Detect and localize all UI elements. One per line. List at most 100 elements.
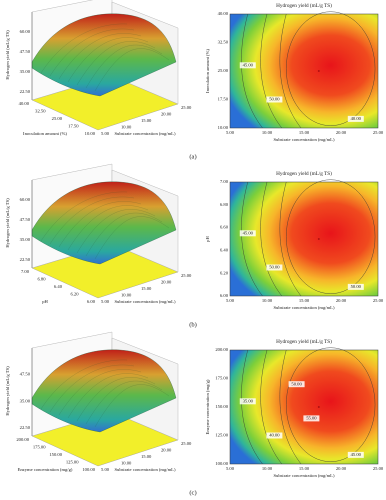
y-tick-label: 25.00 [181,273,192,278]
z-tick-label: 60.00 [20,29,31,34]
y-tick-label: 7.00 [220,179,229,184]
x-tick-label: 6.80 [37,277,46,282]
x-tick-label: 15.00 [299,466,310,471]
y-tick-label: 20.00 [161,448,172,453]
x-tick-label: 25.00 [373,130,384,135]
x-axis-label: Inoculation amount (%) [23,131,67,136]
z-tick-label: 22.50 [20,257,31,262]
x-tick-label: 20.00 [336,298,347,303]
x-tick-label: 40.00 [19,101,30,106]
design-point [317,238,320,240]
y-tick-label: 6.60 [220,225,229,230]
level-label-bg [239,230,256,237]
x-tick-label: 5.00 [226,298,235,303]
x-tick-label: 6.20 [70,292,79,297]
y-tick-label: 10.00 [121,293,132,298]
surface [31,181,177,265]
y-tick-label: 25.00 [181,441,192,446]
x-tick-label: 200.00 [16,437,29,442]
y-tick-label: 17.50 [218,97,229,102]
x-axis-label: pH [42,299,48,304]
y-tick-label: 6.80 [220,202,229,207]
level-label: 50.00 [351,284,362,289]
y-axis-label: pH [205,236,210,242]
level-label-bg [347,115,364,122]
x-tick-label: 15.00 [299,298,310,303]
y-tick-label: 175.00 [215,376,228,381]
level-label-bg [266,432,283,439]
level-label-bg [303,415,320,422]
contour-title: Hydrogen yield (mL/g TS) [276,170,332,177]
contour-line [241,349,263,465]
level-label: 55.00 [306,415,317,420]
y-tick-label: 200.00 [215,347,228,352]
level-label: 50.00 [269,265,280,270]
contour-line [279,349,302,465]
x-tick-label: 10.00 [262,130,273,135]
x-tick-label: 5.00 [226,130,235,135]
z-tick-label: 47.50 [20,217,31,222]
x-tick-label: 6.00 [87,299,96,304]
x-tick-label: 25.00 [373,466,384,471]
z-axis-label: Hydrogen yield (mL/g TS) [5,198,10,248]
x-axis-label: Substrate concentration (mg/mL) [274,305,335,310]
panel-caption: (a) [189,153,196,160]
level-label: 45.00 [243,62,254,67]
contour-line [260,13,282,129]
z-tick-label: 35.00 [20,237,31,242]
y-tick-label: 6.20 [220,270,229,275]
y-axis-label: Substrate concentration (mg/mL) [115,299,176,304]
design-point [317,70,320,72]
contour-line [286,179,376,294]
contour-title: Hydrogen yield (mL/g TS) [276,2,332,9]
x-tick-label: 10.00 [262,298,273,303]
y-tick-label: 5.00 [101,299,110,304]
y-tick-label: 5.00 [101,467,110,472]
y-tick-label: 20.00 [161,280,172,285]
level-label: 40.00 [269,433,280,438]
level-label-bg [239,62,256,69]
level-label-bg [347,283,364,290]
x-axis-label: Enzyme concentration (mg/g) [18,467,73,472]
contour-title: Hydrogen yield (mL/g TS) [276,338,332,345]
x-tick-label: 150.00 [49,452,62,457]
surface [31,349,177,433]
x-tick-label: 25.00 [373,298,384,303]
contour-line [260,349,282,465]
x-tick-label: 175.00 [33,445,46,450]
y-tick-label: 40.00 [218,11,229,16]
z-tick-label: 22.50 [20,425,31,430]
z-tick-label: 60.00 [20,197,31,202]
y-tick-label: 150.00 [215,404,228,409]
y-tick-label: 15.00 [141,286,152,291]
y-tick-label: 125.00 [215,433,228,438]
panel-caption: (b) [189,321,197,328]
x-tick-label: 17.50 [68,124,79,129]
y-tick-label: 10.00 [121,461,132,466]
z-tick-label: 47.50 [20,49,31,54]
y-tick-label: 10.00 [218,125,229,130]
y-axis-label: Inoculation amount (%) [205,49,210,93]
x-axis-label: Substrate concentration (mg/mL) [274,473,335,478]
z-tick-label: 35.00 [20,69,31,74]
contour-line [260,181,282,297]
x-tick-label: 6.40 [54,284,63,289]
level-label: 35.00 [243,398,254,403]
z-axis-label: Hydrogen yield (mL/g TS) [5,30,10,80]
x-tick-label: 20.00 [336,466,347,471]
contour-line [286,347,376,462]
panel-caption: (c) [189,489,196,496]
surface [31,13,177,97]
y-axis-label: Substrate concentration (mg/mL) [115,467,176,472]
y-axis-label: Substrate concentration (mg/mL) [115,131,176,136]
level-label-bg [239,398,256,405]
heatmap [229,349,379,465]
design-point [317,406,320,408]
level-label: 50.00 [291,381,302,386]
y-tick-label: 6.40 [220,247,229,252]
z-tick-label: 47.50 [20,372,31,377]
x-tick-label: 25.00 [52,116,63,121]
level-label-bg [347,451,364,458]
y-tick-label: 6.00 [220,293,229,298]
